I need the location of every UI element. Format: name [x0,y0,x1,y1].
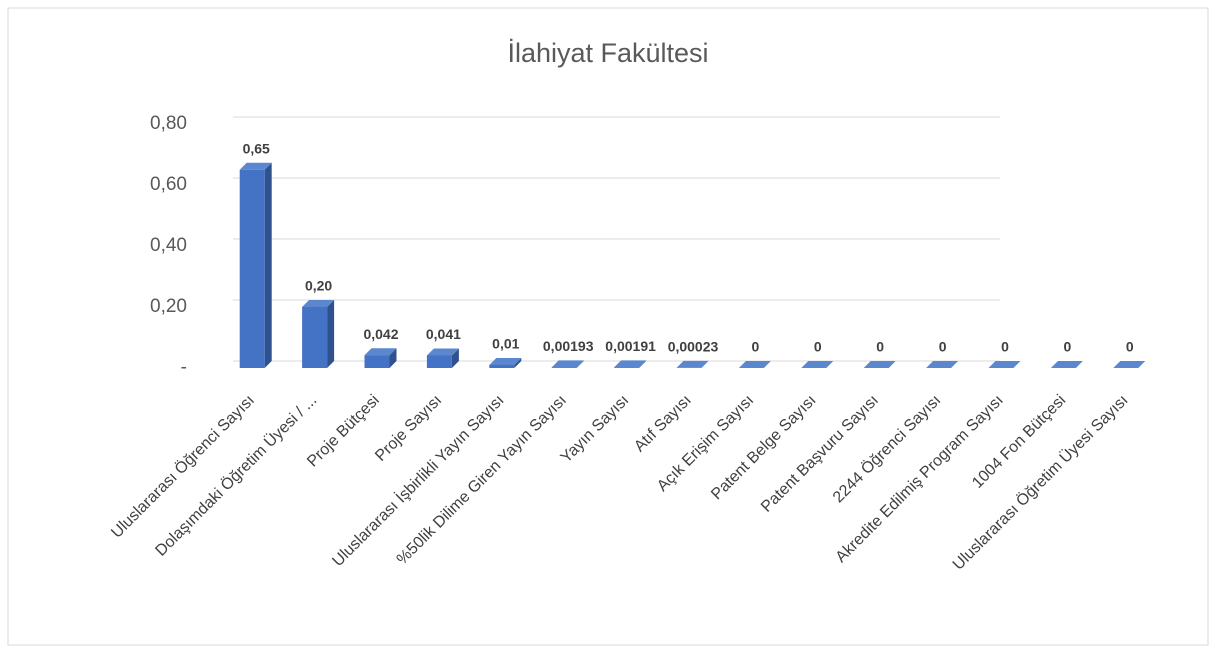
data-label: 0,00191 [605,338,656,354]
bar-top [426,348,459,356]
bar-top [614,360,647,368]
bar [551,367,577,368]
data-label: 0 [876,339,884,355]
bar [489,364,515,368]
y-tick-label: 0,60 [150,174,187,195]
bar-side [701,360,709,368]
y-tick-label: 0,20 [150,296,187,317]
bar-side [389,348,397,368]
bar-top [239,162,272,170]
bar-top [302,300,335,307]
bar-side [264,162,272,368]
bar-top [1050,361,1083,368]
bar [426,355,452,368]
data-label: 0,01 [492,336,519,352]
y-tick-label: 0,80 [150,113,187,134]
bar [302,307,328,368]
bar-top [364,348,397,356]
data-label: 0 [1001,339,1009,355]
bar-top [988,361,1021,368]
data-label: 0 [1064,339,1072,355]
y-tick-label: - [181,357,187,378]
bar [239,169,265,368]
data-label: 0 [814,339,822,355]
bar-side [514,357,522,368]
data-label: 0 [939,339,947,355]
data-label: 0,20 [305,278,332,294]
bar [614,367,640,368]
chart-title: İlahiyat Fakültesi [507,37,708,68]
bar-top [676,360,709,368]
bar-side [576,360,584,368]
bar-top [1113,361,1146,368]
bar-side [451,348,459,368]
bar-side [639,360,647,368]
bar-top [926,361,959,368]
bar-top [551,360,584,368]
data-label: 0,65 [243,140,270,156]
y-tick-label: 0,40 [150,235,187,256]
data-label: 0,042 [363,326,398,342]
bar-top [489,357,522,365]
bar-top [801,361,834,368]
chart-border [7,7,1209,646]
data-label: 0,041 [426,326,461,342]
bar-side [327,300,335,368]
bar-top [738,361,771,368]
data-label: 0 [1126,339,1134,355]
data-label: 0,00023 [668,339,719,355]
bar-top [863,361,896,368]
data-label: 0 [752,339,760,355]
data-label: 0,00193 [543,338,594,354]
bar [364,355,390,368]
